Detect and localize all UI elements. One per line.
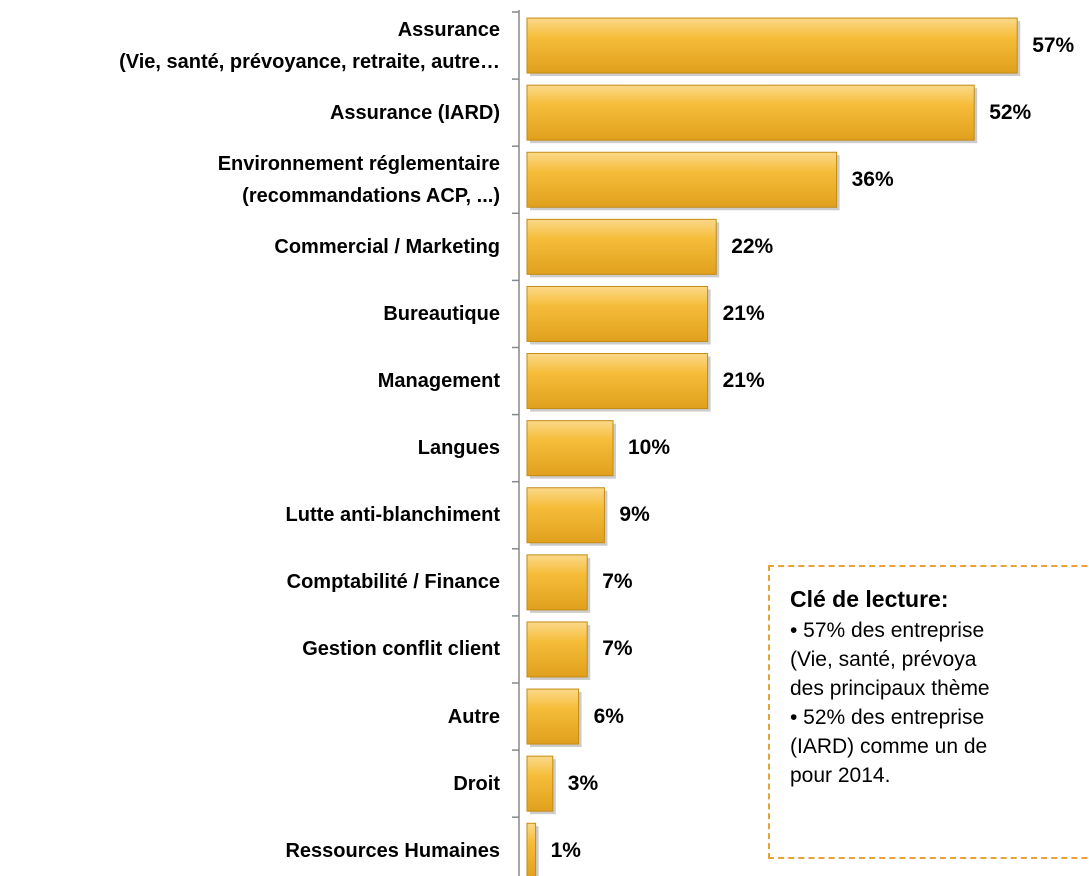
category-label: Comptabilité / Finance: [286, 571, 500, 594]
annotation-line: • 52% des entreprise: [790, 706, 985, 729]
annotation-line: (IARD) comme un de: [790, 735, 988, 758]
category-label: Droit: [453, 772, 500, 795]
value-label: 36%: [851, 167, 894, 191]
value-label: 7%: [602, 570, 633, 594]
value-label: 21%: [722, 369, 765, 393]
bar: [526, 621, 588, 678]
category-label: Lutte anti-blanchiment: [285, 504, 500, 527]
category-label: Langues: [417, 437, 500, 460]
category-label: Management: [377, 370, 500, 393]
value-label: 22%: [731, 234, 774, 258]
category-label: Assurance (IARD): [329, 101, 500, 124]
bar: [526, 353, 709, 410]
bar: [526, 17, 1018, 74]
annotation-box: Clé de lecture: • 57% des entreprise (Vie…: [768, 565, 1089, 859]
value-label: 57%: [1032, 33, 1075, 57]
value-label: 3%: [567, 771, 599, 795]
category-label: Environnement réglementaire (recommandat…: [217, 152, 500, 207]
bar: [526, 755, 554, 812]
bar: [526, 151, 838, 208]
value-label: 9%: [619, 503, 650, 527]
annotation-line: (Vie, santé, prévoya: [790, 648, 977, 671]
bar: [526, 218, 717, 275]
bar: [526, 554, 588, 611]
bar: [526, 822, 537, 876]
value-label: 1%: [550, 838, 581, 862]
annotation-title: Clé de lecture:: [790, 586, 949, 612]
annotation-line: • 57% des entreprise: [790, 619, 985, 642]
value-label: 6%: [593, 704, 624, 728]
bar: [526, 420, 614, 477]
category-label: Ressources Humaines: [285, 839, 500, 862]
annotation-line: pour 2014.: [790, 764, 891, 787]
category-label: Bureautique: [383, 302, 500, 325]
value-label: 10%: [628, 436, 671, 460]
category-label: Assurance (Vie, santé, prévoyance, retra…: [119, 18, 500, 73]
bar: [526, 688, 580, 745]
annotation-line: des principaux thème: [790, 677, 990, 700]
value-label: 21%: [722, 301, 765, 325]
bar: [526, 285, 709, 342]
value-label: 52%: [989, 100, 1032, 124]
category-label: Commercial / Marketing: [274, 235, 500, 258]
bar: [526, 487, 605, 544]
bar: [526, 84, 975, 141]
value-label: 7%: [602, 637, 633, 661]
category-label: Autre: [447, 705, 500, 728]
category-label: Gestion conflit client: [302, 638, 500, 661]
